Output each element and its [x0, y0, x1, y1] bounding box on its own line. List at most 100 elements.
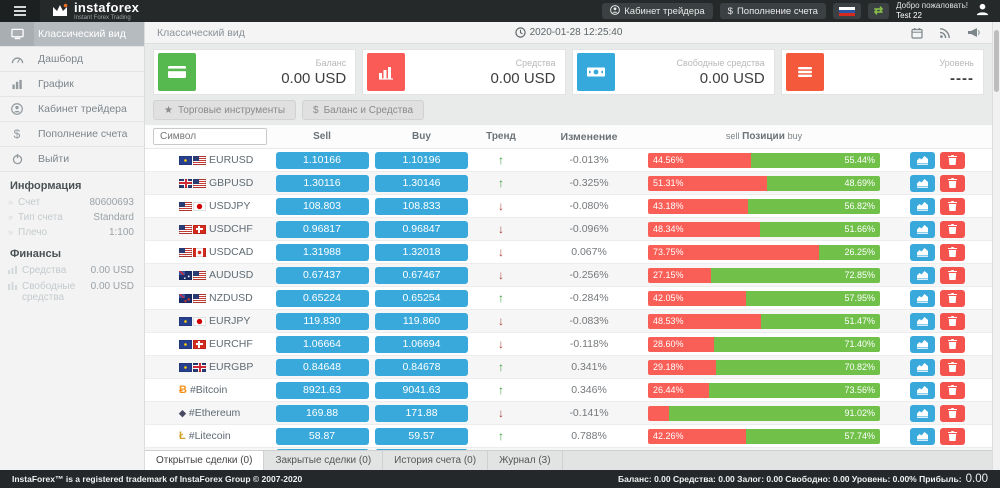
- symbol-label: #Ethereum: [188, 407, 241, 419]
- sell-price-button[interactable]: 0.67437: [275, 266, 369, 284]
- sell-price-button[interactable]: 0.65224: [275, 289, 369, 307]
- open-chart-button[interactable]: [910, 243, 935, 261]
- delete-symbol-button[interactable]: [940, 335, 965, 353]
- symbol-icons: [179, 247, 206, 257]
- buy-price-button[interactable]: 1.30146: [375, 174, 468, 192]
- megaphone-icon[interactable]: [967, 27, 980, 39]
- language-flag-button[interactable]: [832, 3, 861, 19]
- trend-arrow: ↑: [498, 383, 504, 397]
- delete-symbol-button[interactable]: [940, 358, 965, 376]
- tab-account-history[interactable]: История счета (0): [383, 451, 489, 470]
- sell-price-button[interactable]: 169.88: [275, 404, 369, 422]
- table-row: USDCAD 1.31988 1.32018 ↓ 0.067% 73.75% 2…: [145, 241, 992, 264]
- symbol-search-input[interactable]: [153, 128, 267, 145]
- positions-bar: 42.26% 57.74%: [648, 428, 880, 444]
- trend-arrow: ↑: [498, 429, 504, 443]
- sell-price-button[interactable]: 1.30116: [275, 174, 369, 192]
- sell-price-button[interactable]: [275, 449, 369, 450]
- calendar-icon[interactable]: [911, 27, 923, 39]
- hamburger-menu-button[interactable]: [0, 0, 40, 22]
- delete-symbol-button[interactable]: [940, 404, 965, 422]
- delete-symbol-button[interactable]: [940, 197, 965, 215]
- sell-price-button[interactable]: 119.830: [275, 312, 369, 330]
- balance-equity-button[interactable]: $ Баланс и Средства: [302, 100, 425, 120]
- open-chart-button[interactable]: [910, 312, 935, 330]
- sidebar-item-trader-cabinet[interactable]: Кабинет трейдера: [0, 97, 144, 122]
- open-chart-button[interactable]: [910, 335, 935, 353]
- delete-symbol-button[interactable]: [940, 174, 965, 192]
- sidebar-item-deposit[interactable]: $ Пополнение счета: [0, 122, 144, 147]
- delete-symbol-button[interactable]: [940, 151, 965, 169]
- tab-closed-trades[interactable]: Закрытые сделки (0): [264, 451, 384, 470]
- buy-price-button[interactable]: 171.88: [375, 404, 468, 422]
- mini-chart-icon: [8, 282, 17, 293]
- symbol-cell: USDJPY: [153, 200, 273, 212]
- deposit-button[interactable]: $ Пополнение счета: [719, 3, 826, 19]
- flag-eu-icon: [179, 339, 192, 349]
- open-chart-button[interactable]: [910, 174, 935, 192]
- symbol-icons: [179, 409, 186, 418]
- buy-price-button[interactable]: 119.860: [375, 312, 468, 330]
- delete-symbol-button[interactable]: [940, 289, 965, 307]
- sell-price-button[interactable]: 58.87: [275, 427, 369, 445]
- leverage-value: 1:100: [108, 227, 134, 238]
- vertical-scrollbar[interactable]: [992, 22, 1000, 470]
- delete-symbol-button[interactable]: [940, 266, 965, 284]
- buy-price-button[interactable]: 108.833: [375, 197, 468, 215]
- buy-price-button[interactable]: 0.67467: [375, 266, 468, 284]
- symbol-label: EURGBP: [209, 361, 254, 373]
- delete-symbol-button[interactable]: [940, 220, 965, 238]
- sidebar-item-logout[interactable]: Выйти: [0, 147, 144, 172]
- open-chart-button[interactable]: [910, 151, 935, 169]
- trader-cabinet-button[interactable]: Кабинет трейдера: [602, 3, 713, 19]
- open-chart-button[interactable]: [910, 220, 935, 238]
- sell-price-button[interactable]: 8921.63: [275, 381, 369, 399]
- buy-price-button[interactable]: 59.57: [375, 427, 468, 445]
- open-chart-button[interactable]: [910, 358, 935, 376]
- symbol-label: EURCHF: [209, 338, 253, 350]
- buy-price-button[interactable]: 1.06694: [375, 335, 468, 353]
- exchange-button[interactable]: ⇄: [867, 3, 890, 19]
- sell-price-button[interactable]: 1.31988: [275, 243, 369, 261]
- symbol-label: GBPUSD: [209, 177, 254, 189]
- flag-us-icon: [193, 293, 206, 303]
- buy-price-button[interactable]: 0.65254: [375, 289, 468, 307]
- delete-symbol-button[interactable]: [940, 312, 965, 330]
- delete-symbol-button[interactable]: [940, 427, 965, 445]
- positions-sell-bar: 29.18%: [648, 359, 716, 375]
- open-chart-button[interactable]: [910, 427, 935, 445]
- sell-price-button[interactable]: 1.06664: [275, 335, 369, 353]
- buy-price-button[interactable]: 0.84678: [375, 358, 468, 376]
- flag-us-icon: [179, 224, 192, 234]
- sell-price-button[interactable]: 0.96817: [275, 220, 369, 238]
- buy-price-button[interactable]: 1.10196: [375, 151, 468, 169]
- buy-price-button[interactable]: 9041.63: [375, 381, 468, 399]
- scrollbar-thumb[interactable]: [994, 30, 999, 92]
- open-chart-button[interactable]: [910, 289, 935, 307]
- buy-price-button[interactable]: 1.32018: [375, 243, 468, 261]
- trading-instruments-button[interactable]: ★ Торговые инструменты: [153, 100, 296, 120]
- sell-price-button[interactable]: 0.84648: [275, 358, 369, 376]
- positions-sell-bar: 51.31%: [648, 175, 768, 191]
- sidebar-item-dashboard[interactable]: Дашборд: [0, 47, 144, 72]
- open-chart-button[interactable]: [910, 404, 935, 422]
- buy-price-button[interactable]: 0.96847: [375, 220, 468, 238]
- balance-value: 0.00 USD: [281, 69, 347, 87]
- avatar[interactable]: [975, 2, 990, 20]
- rss-icon[interactable]: [939, 27, 951, 39]
- symbol-icons: [179, 270, 206, 280]
- open-chart-button[interactable]: [910, 266, 935, 284]
- symbol-icons: [179, 386, 187, 395]
- sell-price-button[interactable]: 108.803: [275, 197, 369, 215]
- sell-price-button[interactable]: 1.10166: [275, 151, 369, 169]
- main-header: 2020-01-28 12:25:40 Классический вид: [145, 22, 992, 44]
- buy-price-button[interactable]: [375, 449, 468, 450]
- delete-symbol-button[interactable]: [940, 243, 965, 261]
- sidebar-item-classic-view[interactable]: Классический вид: [0, 22, 144, 47]
- tab-open-trades[interactable]: Открытые сделки (0): [145, 451, 265, 470]
- sidebar-item-chart[interactable]: График: [0, 72, 144, 97]
- open-chart-button[interactable]: [910, 197, 935, 215]
- open-chart-button[interactable]: [910, 381, 935, 399]
- delete-symbol-button[interactable]: [940, 381, 965, 399]
- tab-journal[interactable]: Журнал (3): [488, 451, 563, 470]
